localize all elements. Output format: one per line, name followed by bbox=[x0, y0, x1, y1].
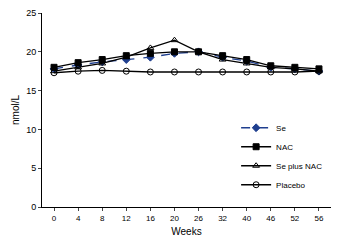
svg-text:0: 0 bbox=[52, 214, 57, 223]
svg-text:52: 52 bbox=[290, 214, 299, 223]
svg-text:Weeks: Weeks bbox=[171, 226, 201, 237]
svg-text:Se plus NAC: Se plus NAC bbox=[276, 162, 322, 171]
svg-text:NAC: NAC bbox=[276, 143, 293, 152]
svg-text:4: 4 bbox=[76, 214, 81, 223]
svg-text:15: 15 bbox=[26, 86, 36, 96]
svg-text:Placebo: Placebo bbox=[276, 181, 305, 190]
svg-text:12: 12 bbox=[122, 214, 131, 223]
svg-text:32: 32 bbox=[218, 214, 227, 223]
svg-text:56: 56 bbox=[315, 214, 324, 223]
svg-text:5: 5 bbox=[31, 163, 36, 173]
svg-text:10: 10 bbox=[26, 125, 36, 135]
svg-text:8: 8 bbox=[100, 214, 105, 223]
svg-text:Se: Se bbox=[276, 124, 286, 133]
svg-text:26: 26 bbox=[194, 214, 203, 223]
svg-text:20: 20 bbox=[26, 47, 36, 57]
svg-text:16: 16 bbox=[146, 214, 155, 223]
svg-text:0: 0 bbox=[31, 202, 36, 212]
svg-text:46: 46 bbox=[266, 214, 275, 223]
svg-text:20: 20 bbox=[170, 214, 179, 223]
svg-text:nmol/L: nmol/L bbox=[10, 95, 21, 125]
svg-text:40: 40 bbox=[242, 214, 251, 223]
svg-text:25: 25 bbox=[26, 8, 36, 18]
